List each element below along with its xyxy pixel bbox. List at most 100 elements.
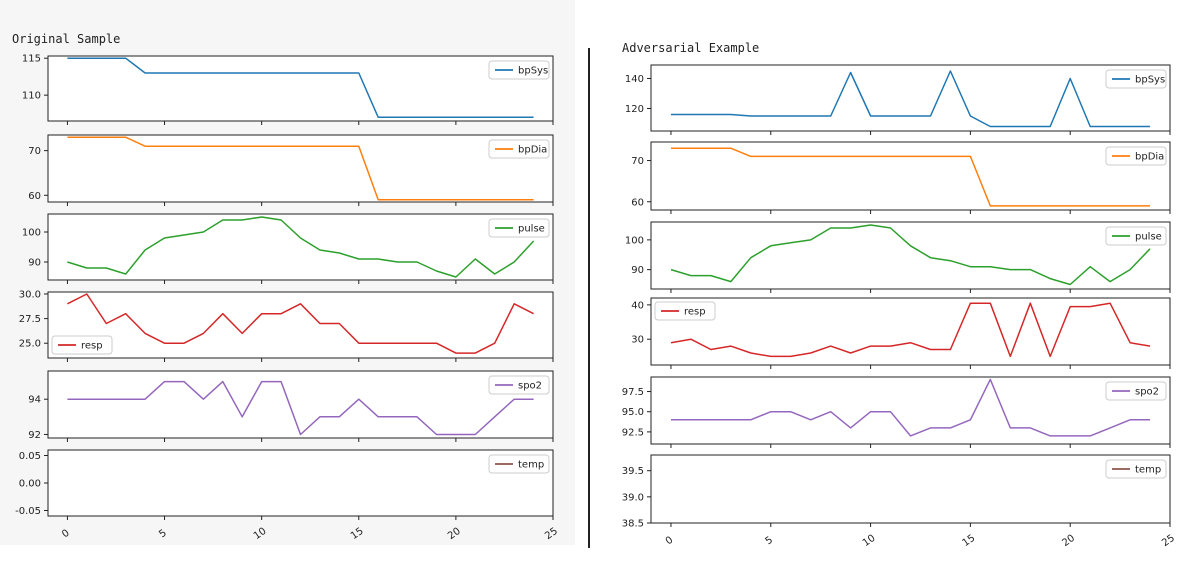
legend-box bbox=[654, 301, 716, 321]
legend-label: temp bbox=[518, 460, 544, 471]
legend-label: pulse bbox=[1135, 232, 1162, 243]
series-line-bpDia bbox=[671, 147, 1150, 207]
subplot-bpSys: 110 115 bpSys bbox=[22, 54, 554, 125]
y-tick-label: 60 bbox=[631, 197, 644, 208]
legend: spo2 bbox=[1105, 381, 1167, 401]
axes-frame bbox=[47, 449, 554, 517]
legend-label: resp bbox=[684, 307, 706, 318]
legend: resp bbox=[51, 335, 113, 355]
legend-label: pulse bbox=[518, 224, 545, 235]
subplot-bpSys: 120 140 bpSys bbox=[625, 64, 1171, 135]
legend-box bbox=[488, 139, 550, 159]
panel-divider bbox=[588, 48, 590, 548]
x-tick-label: 15 bbox=[349, 526, 366, 542]
series-line-resp bbox=[670, 302, 1151, 358]
series-line-pulse bbox=[67, 216, 535, 278]
y-tick-label: 115 bbox=[22, 54, 41, 65]
x-tick-label: 25 bbox=[1160, 533, 1177, 549]
y-tick-label: 92 bbox=[28, 430, 41, 441]
y-tick-label: 70 bbox=[28, 146, 41, 157]
legend: pulse bbox=[1105, 226, 1167, 246]
series-line-resp bbox=[67, 293, 534, 354]
legend-label: temp bbox=[1135, 465, 1161, 476]
legend-label: bpDia bbox=[1135, 152, 1164, 163]
x-tick-label: 0 bbox=[664, 535, 676, 548]
axes-frame bbox=[47, 291, 554, 359]
legend: bpDia bbox=[488, 139, 550, 159]
y-tick-label: 0.00 bbox=[19, 479, 41, 490]
axes-frame bbox=[650, 141, 1171, 211]
subplot-pulse: 90 100 pulse bbox=[625, 221, 1171, 293]
axes-frame bbox=[650, 221, 1171, 290]
y-tick-label: 39.5 bbox=[622, 466, 644, 477]
y-tick-label: 140 bbox=[625, 74, 644, 85]
axes-frame bbox=[650, 376, 1171, 445]
subplot-resp: 30 40 resp bbox=[631, 297, 1171, 369]
series-line-bpSys bbox=[671, 70, 1150, 128]
axes-frame bbox=[650, 454, 1171, 524]
series-line-bpSys bbox=[67, 57, 534, 119]
axes-frame bbox=[47, 370, 554, 439]
y-tick-label: 0.05 bbox=[19, 451, 41, 462]
legend-box bbox=[1105, 459, 1167, 479]
y-tick-label: 120 bbox=[625, 104, 644, 115]
legend-box bbox=[51, 335, 113, 355]
x-tick-label: 10 bbox=[252, 526, 269, 542]
axes-frame bbox=[47, 134, 554, 203]
y-tick-label: 95.0 bbox=[622, 407, 644, 418]
y-tick-label: 38.5 bbox=[622, 519, 644, 530]
right-panel-title: Adversarial Example bbox=[622, 41, 760, 55]
legend-box bbox=[488, 218, 550, 238]
y-tick-label: 25.0 bbox=[19, 339, 41, 350]
series-line-spo2 bbox=[67, 380, 534, 436]
legend-box bbox=[488, 60, 550, 80]
subplot-spo2: 92 94 spo2 bbox=[28, 370, 554, 442]
legend-box bbox=[1105, 226, 1167, 246]
legend-box bbox=[488, 375, 550, 395]
y-tick-label: 30 bbox=[631, 335, 644, 346]
axes-frame bbox=[47, 55, 554, 122]
y-tick-label: 97.5 bbox=[622, 387, 644, 398]
subplot-resp: 25.0 27.5 30.0 resp bbox=[19, 289, 554, 362]
series-line-bpDia bbox=[67, 136, 534, 201]
legend-box bbox=[1105, 381, 1167, 401]
legend-label: bpSys bbox=[1135, 75, 1165, 86]
x-tick-label: 10 bbox=[861, 533, 878, 549]
legend: spo2 bbox=[488, 375, 550, 395]
y-tick-label: 30.0 bbox=[19, 289, 41, 300]
legend-box bbox=[1105, 146, 1167, 166]
subplot-temp: -0.05 0.00 0.05 temp bbox=[15, 449, 554, 520]
y-tick-label: 39.0 bbox=[622, 492, 644, 503]
y-tick-label: 27.5 bbox=[19, 314, 41, 325]
legend: pulse bbox=[488, 218, 550, 238]
x-tick-label: 0 bbox=[60, 528, 72, 541]
subplot-spo2: 92.5 95.0 97.5 spo2 bbox=[622, 376, 1171, 448]
y-tick-label: 40 bbox=[631, 300, 644, 311]
axes-frame bbox=[47, 213, 554, 281]
subplot-bpDia: 60 70 bpDia bbox=[631, 141, 1171, 214]
y-tick-label: 90 bbox=[631, 265, 644, 276]
left-panel-title: Original Sample bbox=[12, 32, 121, 46]
y-tick-label: 100 bbox=[625, 235, 644, 246]
y-tick-label: 70 bbox=[631, 156, 644, 167]
y-tick-label: 110 bbox=[22, 91, 41, 102]
x-tick-label: 5 bbox=[157, 528, 169, 541]
legend-label: bpDia bbox=[518, 145, 547, 156]
legend-box bbox=[1105, 69, 1167, 89]
legend: temp bbox=[1105, 459, 1167, 479]
y-tick-label: -0.05 bbox=[15, 506, 41, 517]
legend-label: spo2 bbox=[1135, 387, 1159, 398]
x-tick-label: 15 bbox=[961, 533, 978, 549]
subplot-temp: 38.5 39.0 39.5 temp bbox=[622, 454, 1171, 530]
subplot-bpDia: 60 70 bpDia bbox=[28, 134, 554, 206]
y-tick-label: 94 bbox=[28, 395, 41, 406]
x-tick-label: 5 bbox=[764, 535, 776, 548]
x-tick-label: 20 bbox=[446, 526, 463, 542]
axes-frame bbox=[650, 297, 1171, 366]
series-line-pulse bbox=[670, 224, 1151, 286]
axes-frame bbox=[650, 64, 1171, 132]
legend-box bbox=[488, 454, 550, 474]
